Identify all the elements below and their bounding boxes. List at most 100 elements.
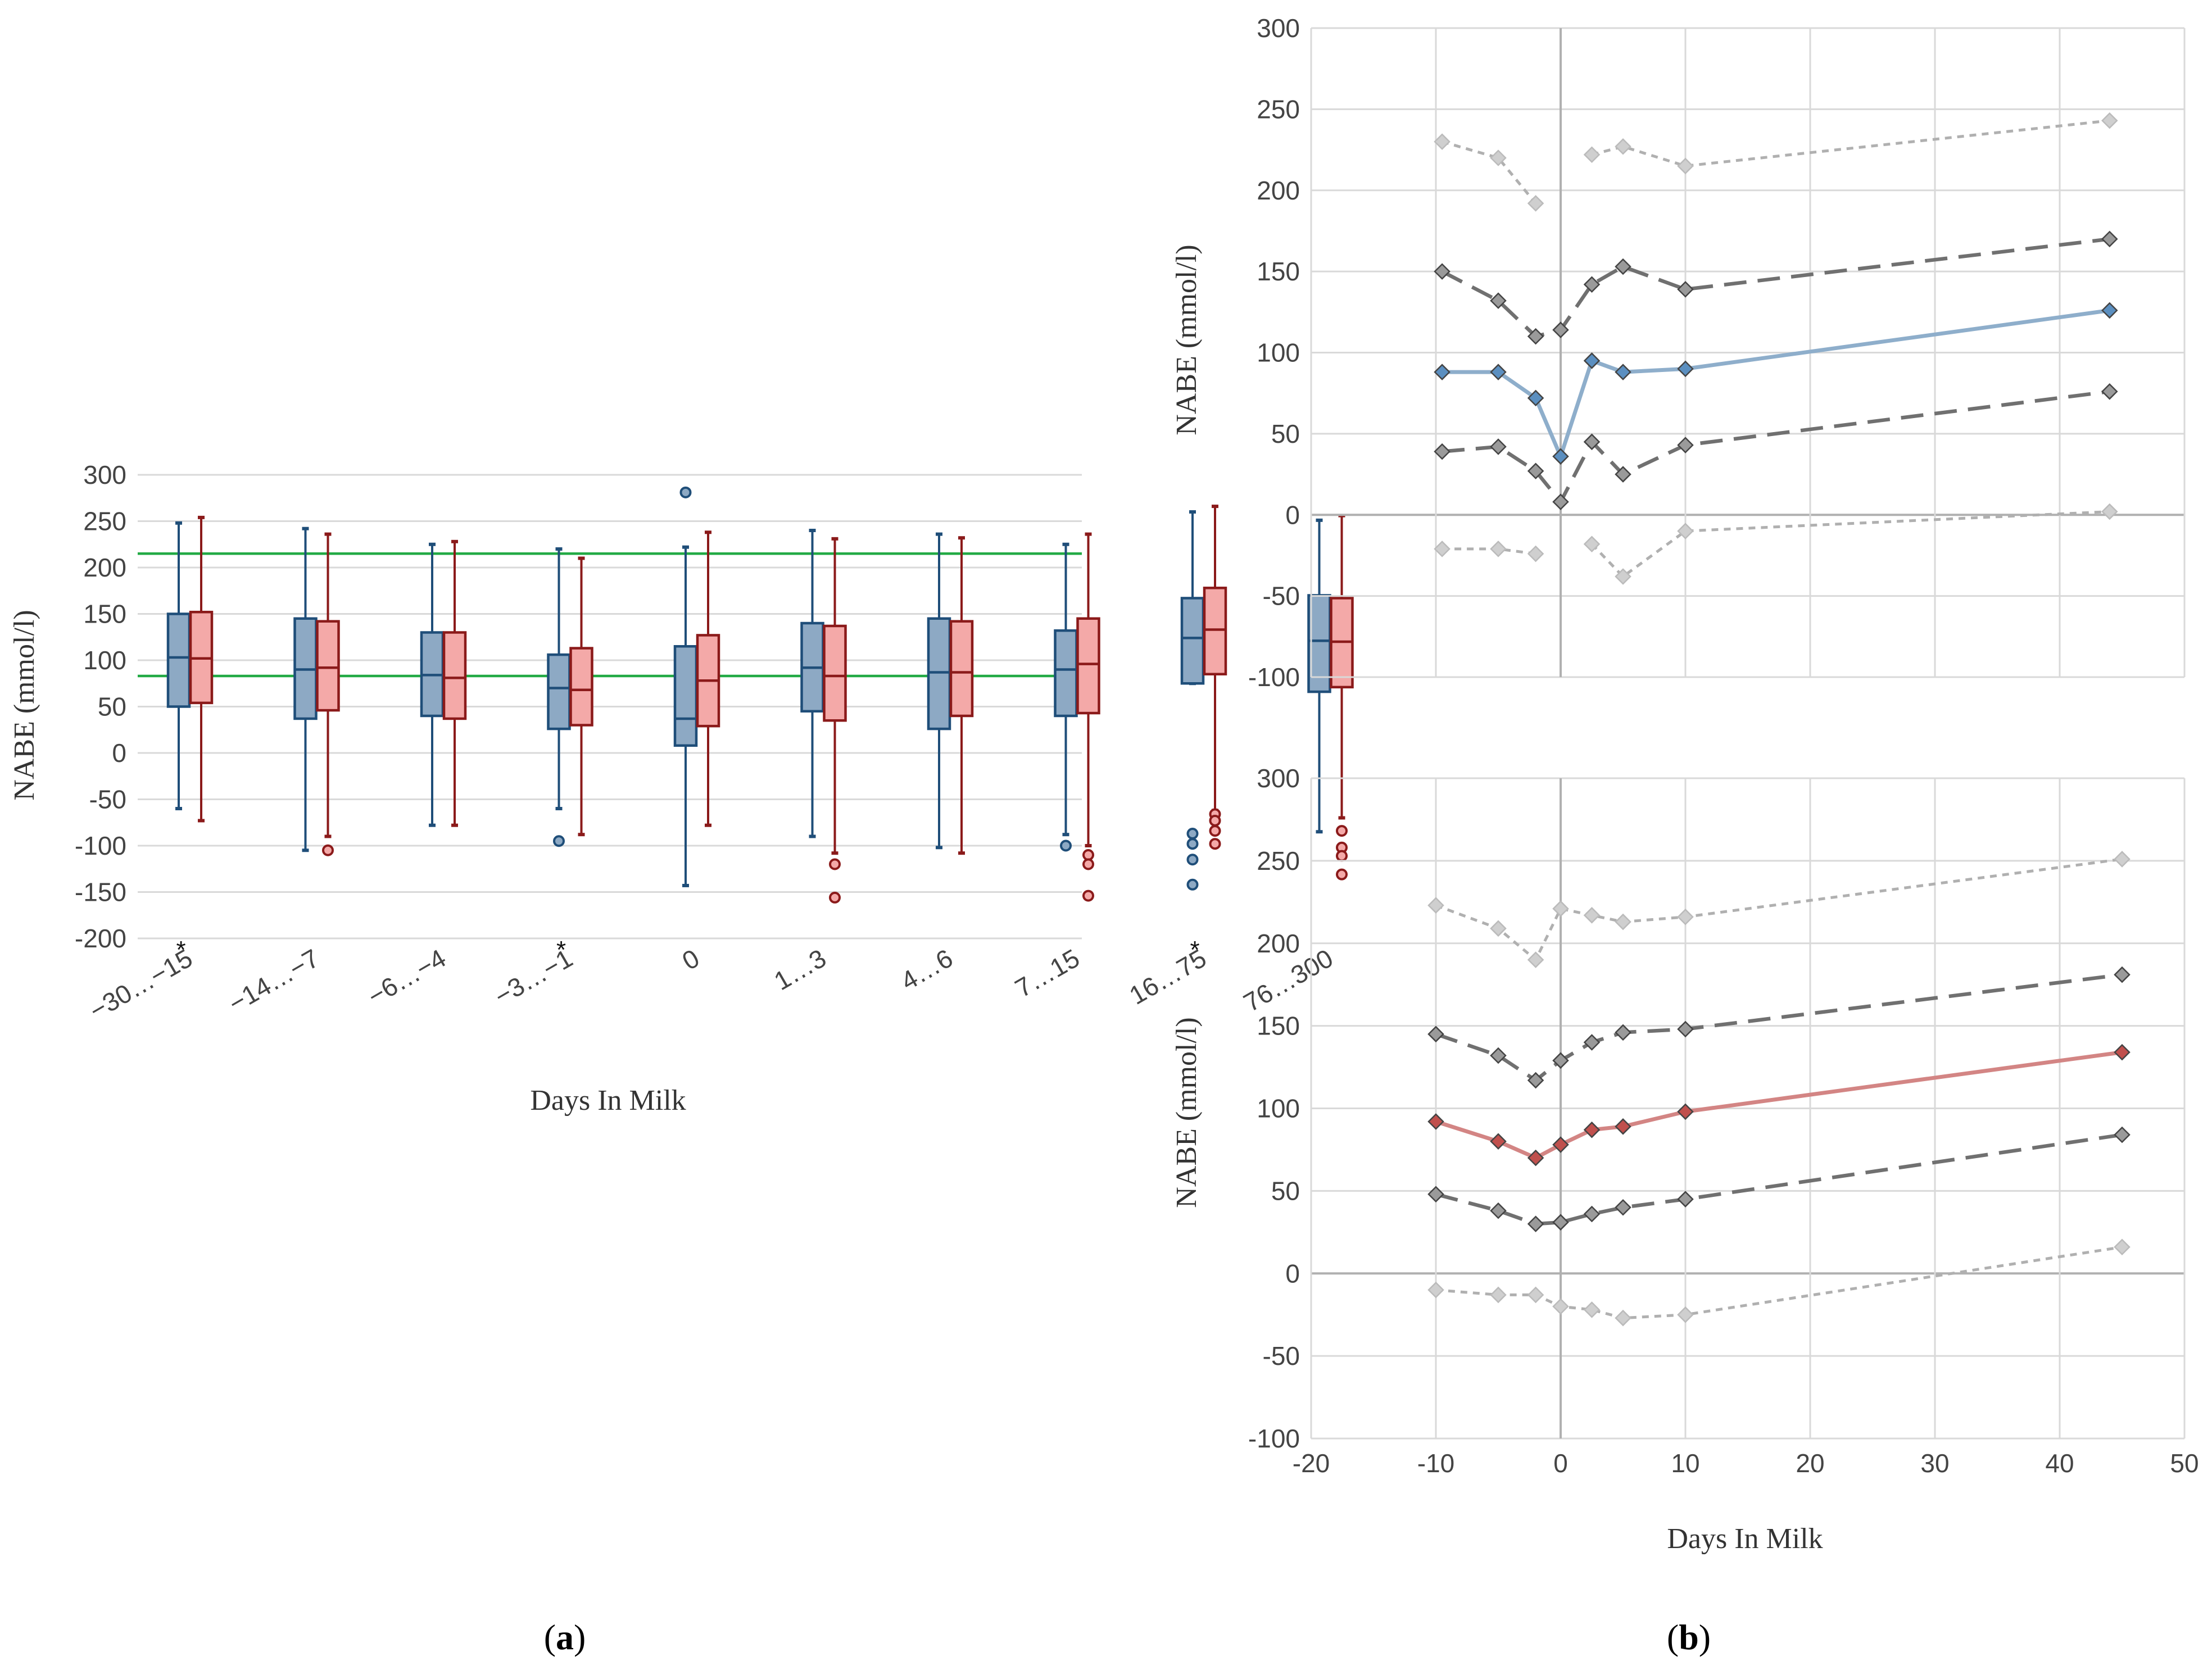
box-iqr: [1307, 594, 1331, 693]
box-group-2-8: [1203, 505, 1227, 850]
y-tick-label: 150: [1257, 1011, 1300, 1041]
panel-b-bottom-x-ticks: -20 -10 0 10 20 30 40 50: [1293, 1449, 2199, 1478]
data-point-marker: [1490, 1133, 1507, 1150]
data-point-marker: [1527, 951, 1544, 968]
data-point-marker: [1615, 258, 1631, 275]
box-iqr: [569, 647, 593, 727]
data-point-marker: [1527, 195, 1544, 212]
panel-a-boxes: [166, 486, 1354, 904]
data-point-marker: [1615, 138, 1631, 155]
series-line: [1590, 510, 2110, 578]
outlier-point: [1082, 858, 1094, 870]
box-group-1-6: [927, 532, 951, 850]
panel-b-top-y-ticks: 300 250 200 150 100 50 0 -50 -100: [1248, 13, 1300, 692]
y-tick-label: 200: [1257, 929, 1300, 958]
data-point-marker: [1552, 321, 1569, 338]
box-group-2-7: [1076, 532, 1100, 902]
data-point-marker: [1677, 360, 1694, 378]
y-tick-label: -100: [1248, 662, 1300, 692]
data-point-marker: [1615, 1309, 1631, 1327]
y-tick-label: 250: [83, 507, 126, 536]
y-tick-label: 100: [1257, 1094, 1300, 1123]
box-group-1-4: [673, 486, 698, 887]
data-point-marker: [1583, 276, 1601, 293]
outlier-point: [1186, 878, 1199, 891]
x-tick-label: 30: [1920, 1449, 1949, 1478]
series-lower-outer: [1427, 1238, 2131, 1327]
data-point-marker: [1615, 1118, 1631, 1135]
y-tick-label: 100: [83, 646, 126, 675]
data-point-marker: [2101, 503, 2118, 520]
x-tick-label: -20: [1293, 1449, 1330, 1478]
x-tick-label: 0: [1553, 1449, 1568, 1478]
x-tick-label: 40: [2045, 1449, 2074, 1478]
data-point-marker: [1490, 292, 1507, 309]
data-point-marker: [1527, 545, 1544, 562]
panel-a-significance: * * *: [176, 936, 1199, 964]
data-point-marker: [1434, 263, 1451, 280]
box-iqr: [166, 612, 191, 708]
data-point-marker: [1427, 1113, 1444, 1130]
series-line: [1435, 1133, 2123, 1226]
y-tick-label: 50: [1271, 1176, 1300, 1205]
data-point-marker: [1615, 364, 1631, 380]
box-iqr: [927, 617, 951, 730]
data-point-marker: [1527, 1149, 1544, 1167]
data-point-marker: [1583, 1034, 1601, 1051]
data-point-marker: [1583, 536, 1601, 552]
y-tick-label: -100: [75, 831, 126, 860]
data-point-marker: [1677, 1020, 1694, 1038]
data-point-marker: [2114, 851, 2131, 868]
data-point-marker: [1552, 900, 1569, 917]
y-tick-label: -50: [89, 785, 126, 814]
panel-b-top-y-axis-title: NABE (mmol/l): [1171, 244, 1203, 435]
box-iqr: [949, 620, 974, 718]
data-point-marker: [2101, 302, 2118, 319]
data-point-marker: [1677, 281, 1694, 298]
data-point-marker: [1677, 157, 1694, 175]
data-point-marker: [1527, 1286, 1544, 1304]
outlier-point: [1336, 850, 1348, 862]
data-point-marker: [1552, 493, 1569, 510]
outlier-point: [1082, 849, 1094, 861]
data-point-marker: [2101, 383, 2118, 400]
data-point-marker: [1490, 1286, 1507, 1304]
box-group-1-9: [1307, 518, 1331, 834]
data-point-marker: [1427, 897, 1444, 914]
data-point-marker: [1677, 437, 1694, 453]
data-point-marker: [1552, 1136, 1569, 1153]
y-tick-label: 300: [83, 460, 126, 489]
box-group-1-2: [420, 542, 445, 827]
x-tick-label: -10: [1417, 1449, 1454, 1478]
data-point-marker: [1434, 133, 1451, 150]
outlier-point: [1209, 825, 1221, 837]
data-point-marker: [1490, 149, 1507, 166]
box-iqr: [673, 645, 698, 747]
outlier-point: [1082, 890, 1094, 902]
series-line: [1591, 119, 2110, 167]
panel-b-bottom-y-ticks: 300 250 200 150 100 50 0 -50 -100: [1248, 764, 1300, 1453]
panel-a-x-axis-title: Days In Milk: [530, 1084, 686, 1117]
box-group-2-2: [442, 539, 467, 827]
box-iqr: [1076, 617, 1100, 715]
y-tick-label: -100: [1248, 1424, 1300, 1453]
box-iqr: [1203, 587, 1227, 676]
data-point-marker: [1434, 541, 1451, 557]
series-lower-outer: [1434, 503, 2118, 585]
y-tick-label: 200: [1257, 176, 1300, 205]
data-point-marker: [1434, 443, 1451, 460]
box-iqr: [823, 624, 847, 722]
series-line: [1442, 389, 2110, 504]
y-tick-label: 250: [1257, 846, 1300, 875]
data-point-marker: [1677, 1103, 1694, 1120]
panel-b-top-linechart: 300 250 200 150 100 50 0 -50 -100 NABE (mmol/l): [1171, 13, 2186, 692]
data-point-marker: [1527, 1215, 1544, 1232]
box-group-2-6: [949, 536, 974, 855]
data-point-marker: [1583, 433, 1601, 451]
outlier-point: [1060, 839, 1072, 852]
outlier-point: [829, 858, 841, 870]
data-point-marker: [1490, 438, 1507, 455]
outlier-point: [679, 486, 692, 498]
data-point-marker: [1615, 568, 1631, 585]
